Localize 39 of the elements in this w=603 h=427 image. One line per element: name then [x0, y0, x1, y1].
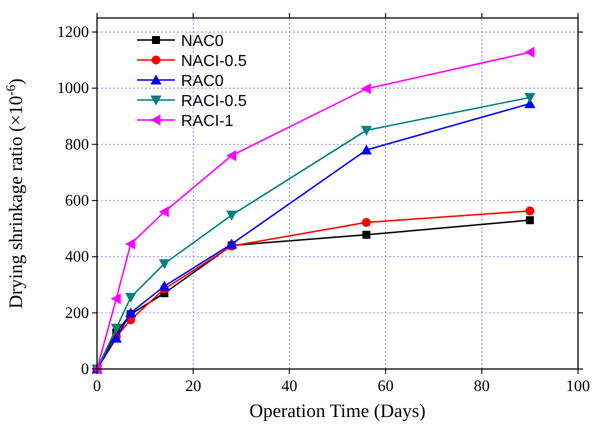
- y-tick-label: 1200: [57, 24, 89, 42]
- y-tick-label: 600: [65, 192, 89, 210]
- x-tick-label: 80: [474, 378, 490, 395]
- point: [125, 238, 136, 250]
- point: [226, 150, 236, 162]
- y-tick-label: 400: [65, 248, 89, 266]
- point: [524, 92, 536, 103]
- point: [158, 280, 170, 291]
- y-tick-label: 200: [65, 304, 89, 322]
- y-tick-label: 1000: [57, 80, 89, 98]
- x-tick-label: 100: [566, 378, 590, 395]
- point: [125, 292, 136, 303]
- point: [158, 206, 169, 218]
- point: [125, 307, 136, 318]
- legend-label: NACI-0.5: [181, 53, 247, 70]
- legend-label: RACI-0.5: [181, 93, 247, 110]
- point: [524, 46, 534, 58]
- point: [226, 210, 238, 221]
- legend-label: NAC0: [181, 33, 224, 50]
- point: [362, 230, 370, 239]
- point: [362, 218, 371, 227]
- x-tick-label: 40: [281, 378, 298, 395]
- point: [158, 259, 170, 270]
- x-tick-label: 20: [185, 378, 202, 395]
- x-axis-title: Operation Time (Days): [249, 401, 426, 422]
- point: [526, 216, 534, 224]
- y-tick-label: 800: [65, 136, 89, 154]
- point: [360, 126, 372, 136]
- x-tick-label: 60: [378, 378, 394, 395]
- point: [226, 238, 238, 249]
- point: [110, 293, 121, 304]
- point: [110, 324, 122, 334]
- point: [360, 83, 371, 94]
- point: [360, 144, 372, 154]
- y-tick-label: 0: [81, 361, 89, 378]
- legend-label: RACI-1: [181, 113, 234, 130]
- x-tick-label: 0: [93, 378, 101, 395]
- legend-label: RAC0: [181, 73, 224, 90]
- point: [525, 206, 534, 216]
